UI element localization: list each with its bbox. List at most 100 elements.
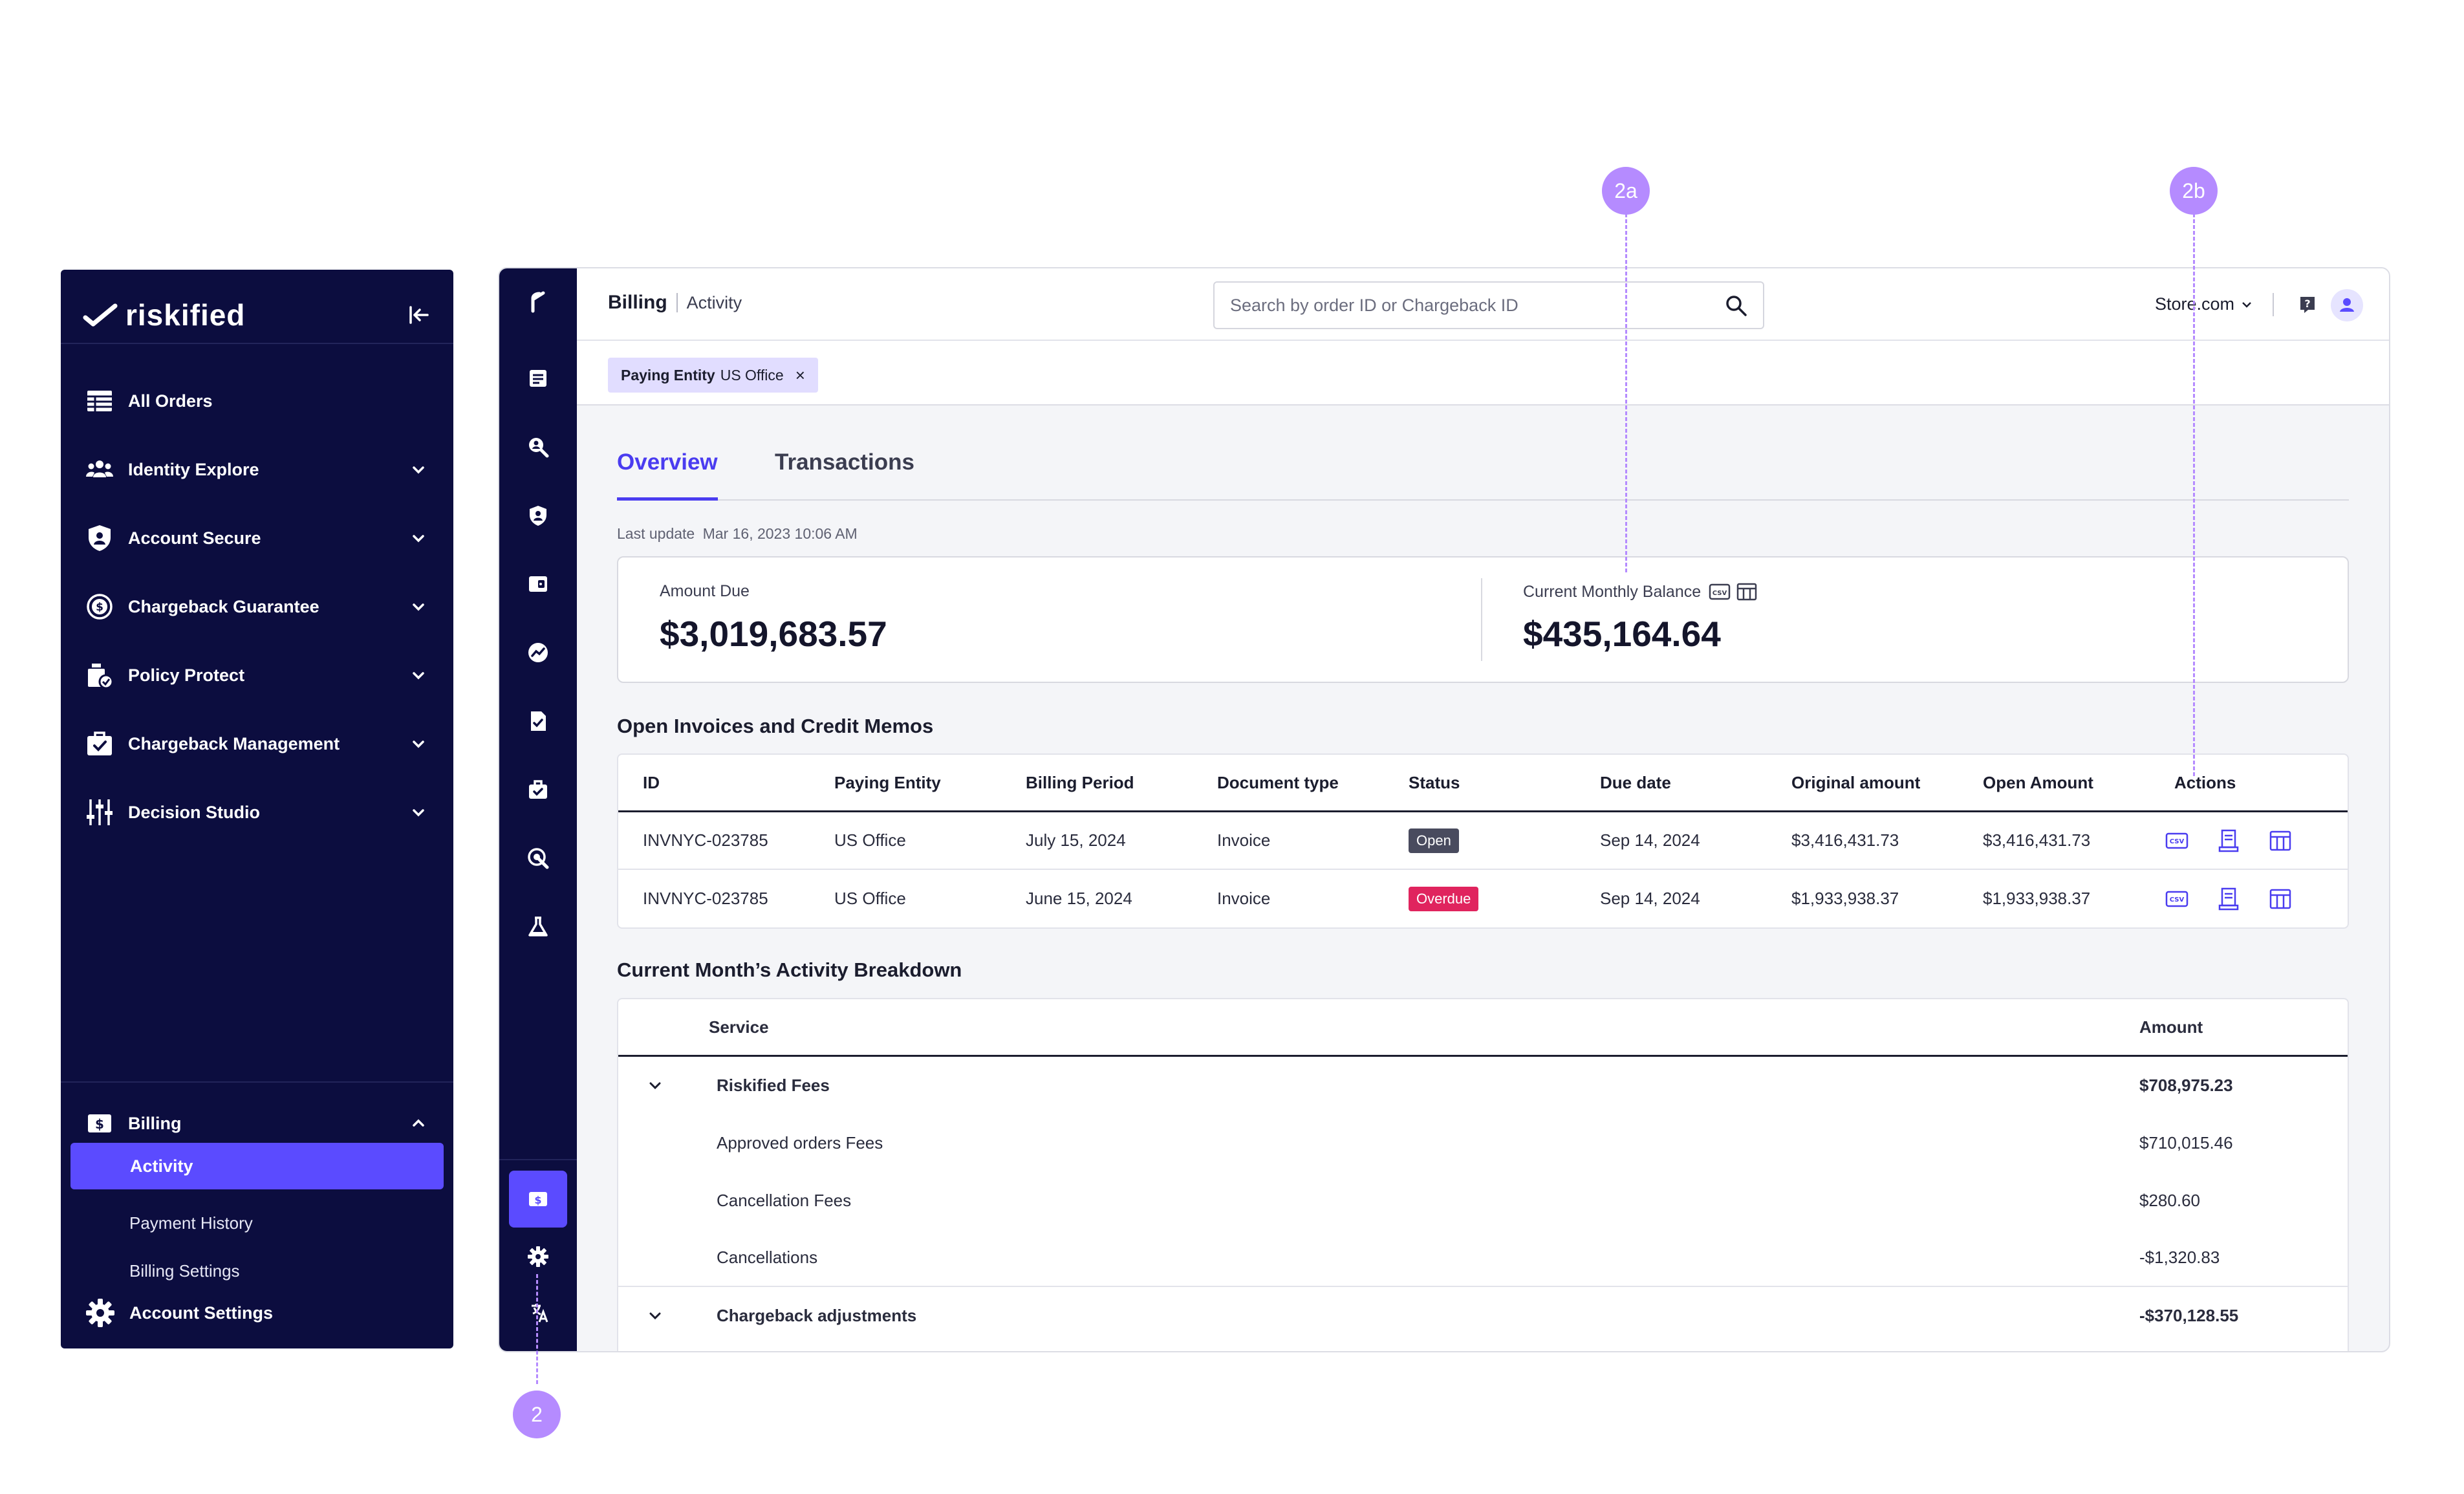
language-icon[interactable] xyxy=(526,1301,550,1324)
avatar[interactable] xyxy=(2331,289,2363,321)
service-name: Approved orders Fees xyxy=(717,1133,883,1153)
column-header[interactable]: Open Amount xyxy=(1983,772,2093,792)
monthly-balance-label: Current Monthly Balance xyxy=(1523,582,1702,601)
sidebar-item-label: Chargeback Management xyxy=(128,733,340,753)
collapse-sidebar-icon[interactable] xyxy=(405,302,431,328)
csv-icon[interactable]: CSV xyxy=(2164,828,2190,854)
sidebar-item-all-orders[interactable]: All Orders xyxy=(61,367,453,435)
breadcrumb-section[interactable]: Billing xyxy=(608,292,667,313)
policy-icon xyxy=(88,664,114,689)
group-row-chargeback-adjustments[interactable]: Chargeback adjustments -$370,128.55 xyxy=(618,1287,2348,1345)
riskified-mark-icon[interactable] xyxy=(526,290,550,314)
csv-icon[interactable]: CSV xyxy=(2164,886,2190,912)
sidebar-item-chargeback-guarantee[interactable]: $ Chargeback Guarantee xyxy=(61,572,453,641)
dollar-shield-icon: $ xyxy=(87,594,113,620)
group-row-riskified-fees[interactable]: Riskified Fees $708,975.23 xyxy=(618,1057,2348,1114)
sidebar-item-label: Chargeback Guarantee xyxy=(128,596,319,616)
breadcrumb-separator xyxy=(676,293,678,312)
flask-icon[interactable] xyxy=(526,915,550,938)
original-amount: $1,933,938.37 xyxy=(1791,889,1899,908)
monthly-balance-header: Current Monthly Balance CSV xyxy=(1523,582,1758,601)
open-amount: $1,933,938.37 xyxy=(1983,889,2091,908)
sidebar-subitem-activity[interactable]: Activity xyxy=(70,1143,444,1189)
service-amount: $710,015.46 xyxy=(2139,1133,2233,1153)
column-header[interactable]: ID xyxy=(643,772,660,792)
billing-period: July 15, 2024 xyxy=(1026,830,1126,850)
sidebar-item-decision-studio[interactable]: Decision Studio xyxy=(61,778,453,847)
document-type: Invoice xyxy=(1217,889,1271,908)
chevron-down-icon xyxy=(413,466,424,474)
checkmark-logo-icon xyxy=(83,303,118,327)
search-input[interactable] xyxy=(1230,283,1722,328)
briefcase-check-icon[interactable] xyxy=(526,778,550,801)
top-bar: Billing Activity Store.com ? xyxy=(577,268,2389,341)
csv-icon[interactable]: CSV xyxy=(1709,582,1731,601)
column-header[interactable]: Document type xyxy=(1217,772,1339,792)
invoices-title: Open Invoices and Credit Memos xyxy=(617,715,934,737)
sidebar-item-account-settings[interactable]: Account Settings xyxy=(84,1294,427,1332)
help-icon[interactable]: ? xyxy=(2297,294,2318,315)
invoice-id: INVNYC-023785 xyxy=(643,889,768,908)
column-header-service: Service xyxy=(709,1017,769,1037)
sidebar-item-account-secure[interactable]: Account Secure xyxy=(61,504,453,572)
sidebar-item-label: Account Secure xyxy=(128,528,261,548)
target-cursor-icon[interactable] xyxy=(526,847,550,870)
due-date: Sep 14, 2024 xyxy=(1600,830,1700,850)
original-amount: $3,416,431.73 xyxy=(1791,830,1899,850)
service-name: Riskified Fees xyxy=(717,1076,830,1095)
sidebar-item-billing[interactable]: $ Billing xyxy=(84,1104,427,1143)
last-update-label: Last update xyxy=(617,525,695,542)
document-check-icon[interactable] xyxy=(526,709,550,733)
table-icon[interactable] xyxy=(2267,886,2293,912)
last-update: Last update Mar 16, 2023 10:06 AM xyxy=(617,525,858,543)
tab-overview[interactable]: Overview xyxy=(617,449,718,475)
row-actions: CSV xyxy=(2164,870,2319,927)
identity-search-icon[interactable] xyxy=(526,435,550,459)
receipt-icon[interactable] xyxy=(2216,886,2242,912)
sidebar-item-identity-explore[interactable]: Identity Explore xyxy=(61,435,453,504)
column-header[interactable]: Billing Period xyxy=(1026,772,1134,792)
service-amount: $280.60 xyxy=(2139,1191,2200,1210)
search-icon[interactable] xyxy=(1724,294,1749,318)
sidebar-item-chargeback-management[interactable]: Chargeback Management xyxy=(61,709,453,778)
user-icon xyxy=(2340,298,2354,312)
chevron-down-icon[interactable] xyxy=(645,1076,665,1096)
trend-icon[interactable] xyxy=(526,641,550,664)
wallet-icon[interactable] xyxy=(526,572,550,596)
store-selector[interactable]: Store.com xyxy=(2155,294,2254,314)
close-icon[interactable]: × xyxy=(795,365,805,385)
table-icon[interactable] xyxy=(1736,582,1758,601)
column-header[interactable]: Original amount xyxy=(1791,772,1921,792)
gear-icon[interactable] xyxy=(526,1245,550,1268)
chevron-down-icon[interactable] xyxy=(645,1306,665,1326)
column-header[interactable]: Due date xyxy=(1600,772,1671,792)
receipt-icon[interactable] xyxy=(2216,828,2242,854)
account-shield-icon[interactable] xyxy=(526,504,550,527)
status-badge: Open xyxy=(1409,828,1459,853)
sidebar-subitem-billing-settings[interactable]: Billing Settings xyxy=(129,1261,240,1281)
chevron-down-icon xyxy=(413,741,424,748)
service-name: Cancellation Fees xyxy=(717,1191,852,1210)
table-icon[interactable] xyxy=(2267,828,2293,854)
tab-transactions[interactable]: Transactions xyxy=(775,449,914,475)
list-item: Cancellations -$1,320.83 xyxy=(618,1229,2348,1287)
sidebar-item-policy-protect[interactable]: Policy Protect xyxy=(61,641,453,709)
orders-table-icon xyxy=(87,391,112,411)
breadcrumb: Billing Activity xyxy=(608,292,742,314)
column-header[interactable]: Paying Entity xyxy=(834,772,941,792)
open-amount: $3,416,431.73 xyxy=(1983,830,2091,850)
annotation-marker-2: 2 xyxy=(513,1391,561,1438)
riskified-logo[interactable]: riskified xyxy=(83,298,245,332)
table-row[interactable]: INVNYC-023785 US Office June 15, 2024 In… xyxy=(618,870,2348,927)
sliders-icon xyxy=(87,799,113,825)
filter-chip[interactable]: Paying Entity US Office × xyxy=(608,358,818,393)
orders-icon[interactable] xyxy=(526,367,550,390)
chevron-up-icon xyxy=(413,1119,424,1127)
svg-text:CSV: CSV xyxy=(2170,838,2185,845)
table-row[interactable]: INVNYC-023785 US Office July 15, 2024 In… xyxy=(618,812,2348,870)
paying-entity: US Office xyxy=(834,889,906,908)
billing-app-window: $ Billing Activity Store.com ? xyxy=(498,267,2390,1352)
sidebar-subitem-payment-history[interactable]: Payment History xyxy=(129,1213,253,1233)
chevron-down-icon xyxy=(413,672,424,680)
column-header[interactable]: Status xyxy=(1409,772,1460,792)
